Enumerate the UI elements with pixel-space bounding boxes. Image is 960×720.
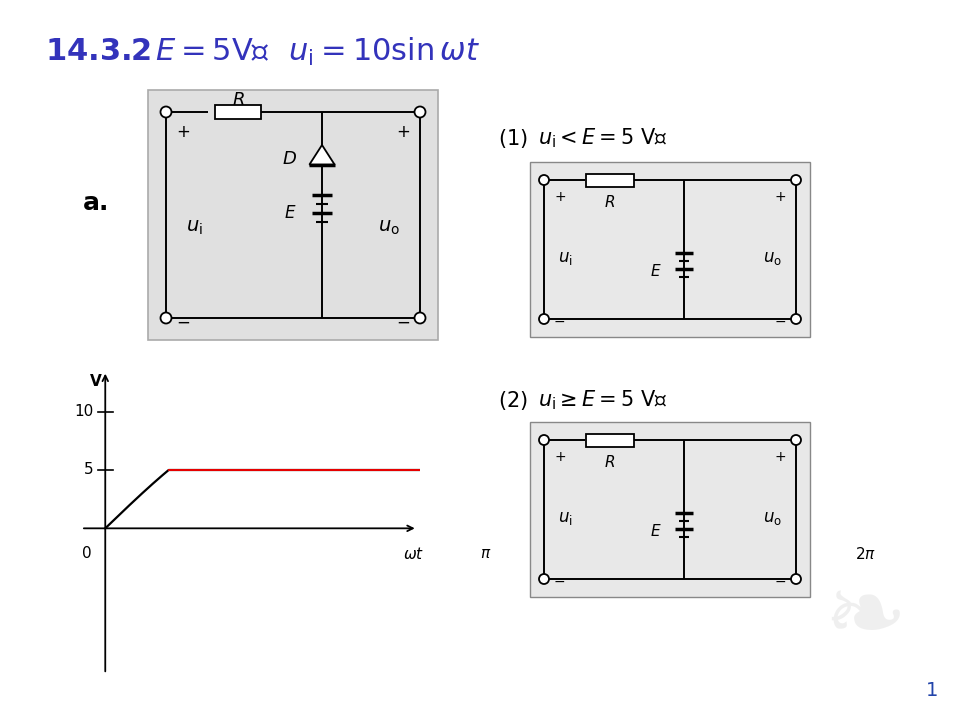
Text: 0: 0 — [83, 546, 92, 561]
Circle shape — [539, 435, 549, 445]
Text: $u_\mathrm{i} \geq E = 5\ \mathrm{V}$时: $u_\mathrm{i} \geq E = 5\ \mathrm{V}$时 — [538, 388, 667, 412]
Text: $\pi$: $\pi$ — [480, 546, 492, 561]
Text: $(2)$: $(2)$ — [498, 389, 528, 412]
Text: ❧: ❧ — [823, 572, 907, 668]
Text: $R$: $R$ — [231, 91, 245, 109]
Circle shape — [791, 175, 801, 185]
Text: $u_\mathrm{o}$: $u_\mathrm{o}$ — [378, 218, 400, 237]
Text: −: − — [554, 315, 565, 329]
Text: +: + — [554, 190, 565, 204]
Circle shape — [539, 314, 549, 324]
Text: V: V — [89, 374, 102, 390]
Text: $D$: $D$ — [282, 150, 298, 168]
Circle shape — [539, 175, 549, 185]
Circle shape — [539, 574, 549, 584]
Text: $R$: $R$ — [605, 194, 615, 210]
Text: $\mathbf{a.}$: $\mathbf{a.}$ — [83, 191, 108, 215]
Text: +: + — [176, 123, 190, 141]
Text: +: + — [775, 450, 786, 464]
Circle shape — [160, 107, 172, 117]
Text: 1: 1 — [925, 681, 938, 700]
Circle shape — [160, 312, 172, 323]
Text: $u_\mathrm{i} < E = 5\ \mathrm{V}$时: $u_\mathrm{i} < E = 5\ \mathrm{V}$时 — [538, 126, 667, 150]
Circle shape — [791, 314, 801, 324]
Text: $(1)$: $(1)$ — [498, 127, 528, 150]
Text: $u_\mathrm{i}$: $u_\mathrm{i}$ — [558, 509, 573, 527]
Text: $E = 5\mathrm{V}$，  $u_\mathrm{i} = 10\sin\omega t$: $E = 5\mathrm{V}$， $u_\mathrm{i} = 10\si… — [155, 36, 480, 68]
Text: $E$: $E$ — [650, 523, 661, 539]
Text: $\omega t$: $\omega t$ — [403, 546, 424, 562]
Text: +: + — [396, 123, 410, 141]
Text: −: − — [775, 575, 786, 589]
Text: +: + — [775, 190, 786, 204]
Bar — [215, 105, 261, 119]
Text: $u_\mathrm{o}$: $u_\mathrm{o}$ — [763, 249, 782, 267]
Text: $\mathbf{14.3.2}$: $\mathbf{14.3.2}$ — [45, 37, 151, 66]
Circle shape — [415, 312, 425, 323]
Text: $E$: $E$ — [284, 204, 297, 222]
Circle shape — [415, 107, 425, 117]
Text: 10: 10 — [74, 404, 93, 419]
Bar — [586, 174, 634, 186]
FancyBboxPatch shape — [148, 90, 438, 340]
Text: $u_\mathrm{o}$: $u_\mathrm{o}$ — [763, 509, 782, 527]
Text: $u_\mathrm{i}$: $u_\mathrm{i}$ — [186, 218, 203, 237]
Polygon shape — [309, 145, 335, 165]
Bar — [586, 433, 634, 446]
Text: −: − — [554, 575, 565, 589]
FancyBboxPatch shape — [530, 422, 810, 597]
Text: 5: 5 — [84, 462, 93, 477]
FancyBboxPatch shape — [530, 162, 810, 337]
Text: +: + — [554, 450, 565, 464]
Text: $R$: $R$ — [605, 454, 615, 470]
Text: $E$: $E$ — [650, 263, 661, 279]
Circle shape — [791, 574, 801, 584]
Circle shape — [791, 435, 801, 445]
Text: $u_\mathrm{i}$: $u_\mathrm{i}$ — [558, 249, 573, 267]
Text: −: − — [176, 314, 190, 332]
Text: −: − — [775, 315, 786, 329]
Text: −: − — [396, 314, 410, 332]
Text: $2\pi$: $2\pi$ — [855, 546, 876, 562]
